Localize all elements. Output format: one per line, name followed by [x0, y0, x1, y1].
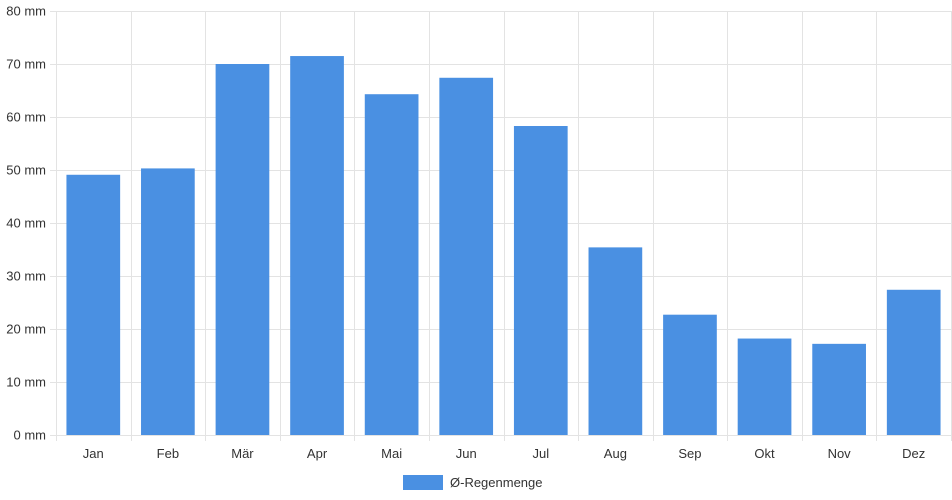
y-tick-label: 50 mm — [6, 163, 46, 178]
y-tick-label: 60 mm — [6, 110, 46, 125]
x-tick-label: Jun — [456, 446, 477, 461]
bar-mär[interactable] — [215, 64, 270, 435]
legend-swatch[interactable] — [403, 475, 443, 490]
y-tick-label: 70 mm — [6, 57, 46, 72]
y-axis: 0 mm 10 mm 20 mm 30 mm 40 mm 50 mm 60 mm 70 mm 8… — [6, 4, 46, 443]
x-tick-label: Dez — [902, 446, 925, 461]
bar-jun[interactable] — [439, 77, 494, 435]
x-tick-label: Feb — [157, 446, 179, 461]
x-tick-label: Mai — [381, 446, 402, 461]
bar-aug[interactable] — [588, 247, 643, 435]
x-tick-label: Sep — [678, 446, 701, 461]
x-tick-label: Jul — [532, 446, 549, 461]
x-tick-label: Okt — [754, 446, 775, 461]
x-tick-label: Nov — [828, 446, 852, 461]
bar-mai[interactable] — [364, 94, 419, 436]
bar-jan[interactable] — [66, 174, 121, 435]
bar-nov[interactable] — [812, 343, 866, 435]
x-tick-label: Jan — [83, 446, 104, 461]
y-tick-label: 10 mm — [6, 375, 46, 390]
legend[interactable]: Ø-Regenmenge — [403, 475, 543, 490]
bar-okt[interactable] — [737, 338, 792, 435]
y-tick-label: 80 mm — [6, 4, 46, 19]
bars — [66, 56, 941, 436]
y-tick-label: 40 mm — [6, 216, 46, 231]
legend-label[interactable]: Ø-Regenmenge — [450, 475, 543, 490]
bar-apr[interactable] — [290, 56, 344, 436]
bar-jul[interactable] — [513, 126, 568, 435]
bar-sep[interactable] — [663, 314, 717, 435]
bar-dez[interactable] — [886, 289, 941, 435]
x-tick-label: Mär — [231, 446, 254, 461]
x-tick-label: Aug — [604, 446, 627, 461]
y-tick-label: 20 mm — [6, 322, 46, 337]
bar-feb[interactable] — [141, 168, 195, 435]
x-axis: Jan Feb Mär Apr Mai Jun Jul Aug Sep Okt Nov Dez — [83, 446, 925, 461]
y-tick-label: 30 mm — [6, 269, 46, 284]
x-tick-label: Apr — [307, 446, 328, 461]
y-tick-label: 0 mm — [14, 428, 47, 443]
